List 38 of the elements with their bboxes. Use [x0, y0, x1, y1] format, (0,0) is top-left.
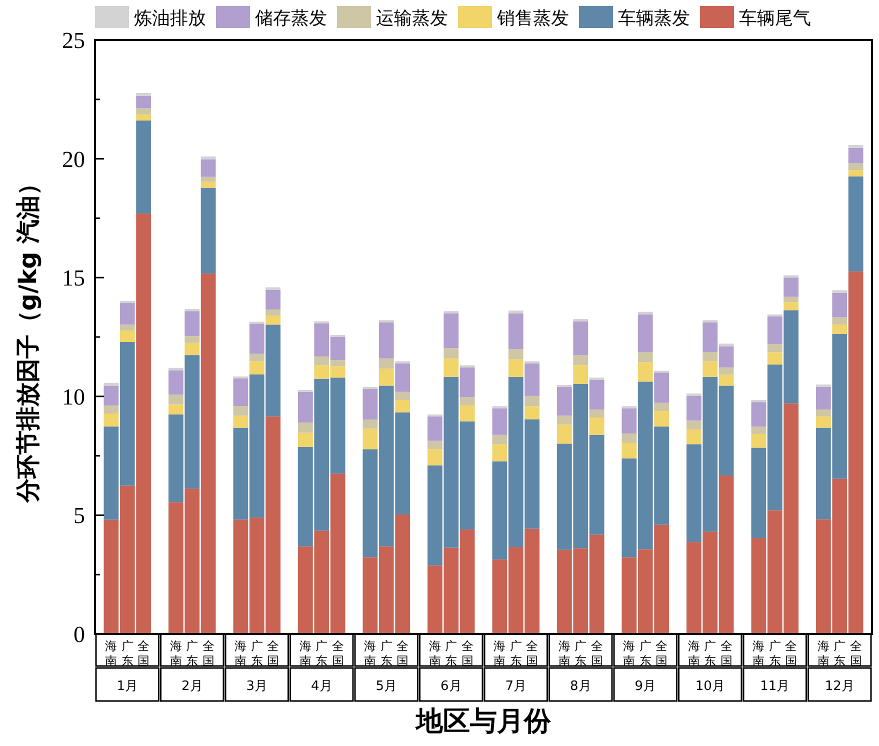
text: 1月: [116, 679, 138, 694]
x-tick-label: 全国: [267, 639, 280, 668]
x-tick-label: 全国: [396, 639, 409, 668]
y-tick-label: 10: [62, 384, 85, 410]
text: 12月: [824, 679, 854, 694]
text: 3月: [246, 679, 268, 694]
text: 10月: [695, 679, 725, 694]
x-tick-label: 全国: [590, 639, 603, 668]
y-tick-label: 15: [62, 266, 85, 291]
legend-label: 炼油排放: [134, 8, 206, 29]
y-tick-label: 0: [74, 622, 85, 647]
x-tick-label: 全国: [656, 639, 668, 668]
x-tick-label: 全国: [461, 639, 474, 668]
text: 2月: [181, 679, 203, 694]
x-tick-label: 全国: [202, 639, 214, 668]
y-tick-label: 20: [62, 146, 85, 172]
text: 6月: [440, 679, 462, 694]
text: 7月: [505, 679, 527, 694]
text: 8月: [570, 679, 592, 694]
legend-label: 销售蒸发: [496, 8, 569, 29]
text: 9月: [634, 679, 656, 694]
y-tick-label: 5: [74, 503, 85, 528]
legend-label: 车辆尾气: [739, 8, 811, 29]
x-tick-label: 全国: [332, 639, 344, 668]
text: 11月: [760, 679, 790, 694]
x-axis-title: 地区与月份: [415, 706, 552, 737]
text: 4月: [310, 679, 332, 694]
x-tick-label: 全国: [526, 639, 538, 668]
legend-label: 储存蒸发: [255, 8, 327, 29]
x-tick-label: 全国: [720, 639, 732, 668]
y-tick-label: 25: [62, 28, 85, 53]
legend-label: 车辆蒸发: [618, 8, 690, 29]
y-axis-title: 分环节排放因子（g/kg 汽油）: [14, 171, 42, 504]
legend-label: 运输蒸发: [376, 8, 448, 29]
x-tick-label: 全国: [850, 639, 862, 668]
x-tick-label: 全国: [138, 639, 150, 668]
x-tick-label: 全国: [785, 639, 798, 668]
text: 5月: [376, 679, 398, 694]
